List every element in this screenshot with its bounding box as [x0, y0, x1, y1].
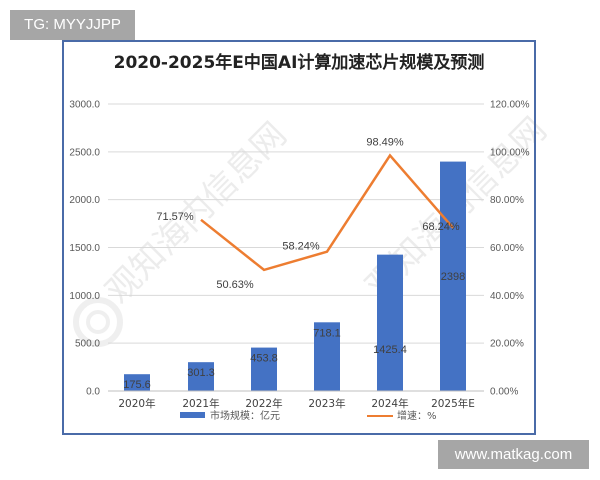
x-axis: 2020年 2021年 2022年 2023年 2024年 2025年E [118, 397, 475, 410]
x-tick-label: 2022年 [245, 397, 282, 410]
line-value-label: 58.24% [282, 241, 320, 253]
bar-value-label: 453.8 [250, 353, 278, 365]
left-tick-label: 0.0 [86, 387, 100, 398]
left-tick-label: 1500.0 [69, 243, 100, 254]
x-tick-label: 2020年 [118, 397, 155, 410]
x-tick-label: 2023年 [308, 397, 345, 410]
legend-bar-swatch [180, 412, 205, 418]
legend: 市场规模：亿元 增速：% [180, 409, 437, 422]
right-tick-label: 100.00% [490, 147, 530, 158]
line-value-label: 50.63% [216, 279, 254, 291]
right-tick-label: 60.00% [490, 243, 524, 254]
left-tick-label: 2000.0 [69, 195, 100, 206]
bar [124, 374, 150, 391]
left-axis: 0.0 500.0 1000.0 1500.0 2000.0 2500.0 3000.0 [69, 100, 100, 398]
right-tick-label: 80.00% [490, 195, 524, 206]
svg-text:观知海内信息网: 观知海内信息网 [98, 115, 295, 312]
bar-value-label: 2398 [441, 271, 465, 283]
bar [440, 161, 466, 391]
gridlines [108, 103, 484, 344]
bar-value-label: 175.6 [123, 379, 151, 391]
watermark-bottom-label: www.matkag.com [438, 440, 589, 469]
bar-series-market-size: 175.6 301.3 453.8 718.1 1425.4 2398 [123, 161, 466, 391]
line-value-label: 98.49% [366, 136, 404, 148]
legend-bar-label: 市场规模：亿元 [210, 409, 280, 422]
watermark-top-label: TG: MYYJJPP [10, 10, 135, 40]
legend-line-label: 增速：% [397, 409, 437, 422]
bar [251, 347, 277, 391]
bar-value-label: 301.3 [187, 367, 215, 379]
bar [188, 362, 214, 391]
right-tick-label: 120.00% [490, 100, 530, 111]
bar-value-label: 718.1 [313, 327, 341, 339]
chart-title: 2020-2025年E中国AI计算加速芯片规模及预测 [113, 53, 485, 73]
bar [314, 322, 340, 391]
x-tick-label: 2025年E [431, 397, 475, 410]
left-tick-label: 2500.0 [69, 147, 100, 158]
left-tick-label: 500.0 [75, 339, 100, 350]
bar [377, 254, 403, 391]
line-value-label: 71.57% [156, 211, 194, 223]
right-tick-label: 0.00% [490, 387, 518, 398]
left-tick-label: 3000.0 [69, 100, 100, 111]
right-tick-label: 20.00% [490, 339, 524, 350]
right-tick-label: 40.00% [490, 291, 524, 302]
right-axis: 0.00% 20.00% 40.00% 60.00% 80.00% 100.00% 120.… [490, 100, 530, 398]
left-tick-label: 1000.0 [69, 291, 100, 302]
x-tick-label: 2024年 [371, 397, 408, 410]
background-watermark: 观知海内信息网 观知海内信息网 [73, 110, 555, 347]
x-tick-label: 2021年 [182, 397, 219, 410]
bar-value-label: 1425.4 [373, 344, 407, 356]
growth-line [200, 153, 454, 272]
line-series-growth-rate: 71.57% 50.63% 58.24% 98.49% 68.24% [156, 136, 460, 290]
line-value-label: 68.24% [422, 221, 460, 233]
